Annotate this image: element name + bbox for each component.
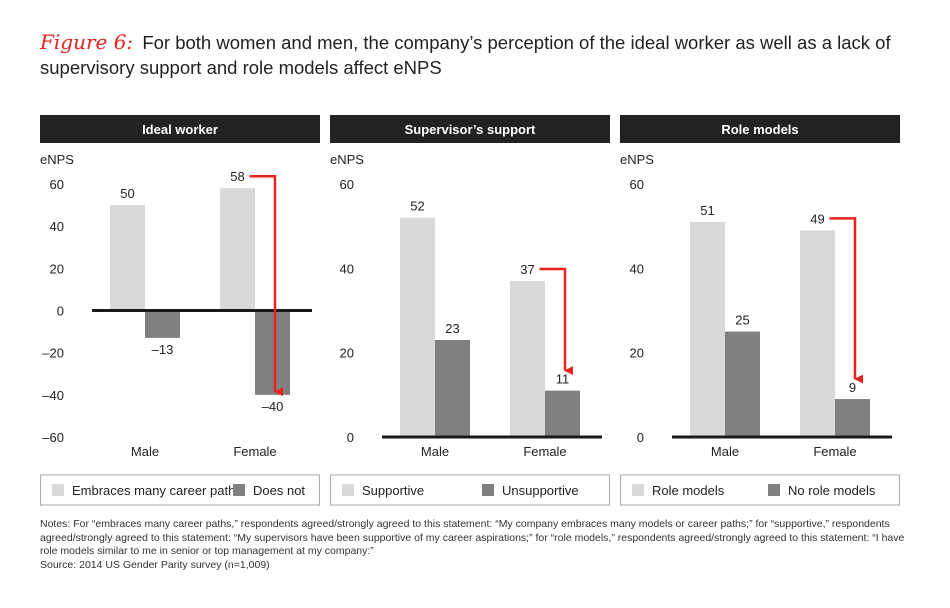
charts-canvas: Ideal worker eNPS 60 40 20 0 –20 –40 –60 50 –13 Mal… (40, 115, 900, 506)
x-category-label: Female (233, 444, 276, 459)
legend-swatch-unsupportive (482, 484, 494, 496)
drop-arrow (539, 267, 574, 376)
x-category-label: Male (421, 444, 449, 459)
legend-swatch-supportive (342, 484, 354, 496)
legend-label: Embraces many career paths (72, 483, 242, 498)
legend: Role models No role models (620, 474, 900, 506)
y-tick-label: 40 (630, 261, 644, 276)
legend-label: Role models (652, 483, 725, 498)
y-axis-label: eNPS (620, 152, 654, 167)
panel-title: Ideal worker (142, 122, 218, 137)
bar-female-embraces-many-career-paths (220, 188, 255, 311)
panel-header-bg (330, 115, 610, 143)
data-label: 49 (810, 211, 824, 226)
figure-title: Figure 6: For both women and men, the co… (40, 30, 920, 80)
legend-label: Unsupportive (502, 483, 579, 498)
source-text: Source: 2014 US Gender Parity survey (n=… (40, 558, 270, 571)
y-axis-label: eNPS (40, 152, 74, 167)
y-tick-label: 20 (340, 346, 354, 361)
y-tick-label: 60 (50, 177, 64, 192)
data-label: 58 (230, 169, 244, 184)
y-tick-label: –60 (42, 430, 64, 445)
data-label: 23 (445, 321, 459, 336)
bar-female-unsupportive (545, 390, 580, 437)
data-label: 50 (120, 186, 134, 201)
y-tick-label: 20 (630, 346, 644, 361)
x-category-label: Male (131, 444, 159, 459)
bar-male-embraces-many-career-paths (110, 205, 145, 311)
drop-arrow (829, 217, 864, 384)
y-tick-label: –40 (42, 388, 64, 403)
legend-swatch-role-models (632, 484, 644, 496)
x-category-label: Female (813, 444, 856, 459)
panel-title: Supervisor’s support (405, 122, 536, 137)
legend: Supportive Unsupportive (330, 474, 610, 506)
notes: Notes: For “embraces many career paths,”… (40, 518, 910, 572)
legend: Embraces many career paths Does not (40, 474, 320, 506)
y-tick-label: 0 (57, 304, 64, 319)
y-tick-label: 60 (340, 177, 354, 192)
chart-panel-ideal-worker: Ideal worker eNPS 60 40 20 0 –20 –40 –60 50 –13 Mal… (40, 115, 320, 506)
panel-title: Role models (721, 122, 798, 137)
y-tick-label: 60 (630, 177, 644, 192)
y-axis-label: eNPS (330, 152, 364, 167)
notes-text: Notes: For “embraces many career paths,”… (40, 518, 905, 557)
data-label: 37 (520, 262, 534, 277)
x-category-label: Female (523, 444, 566, 459)
legend-label: Supportive (362, 483, 424, 498)
figure-label: Figure 6: (40, 30, 134, 54)
data-label: –40 (262, 399, 284, 414)
bar-female-supportive (510, 280, 545, 437)
bar-female-no-role-models (835, 399, 870, 437)
y-tick-label: 40 (50, 219, 64, 234)
data-label: –13 (152, 342, 174, 357)
data-label: 9 (849, 380, 856, 395)
data-label: 11 (556, 372, 570, 387)
legend-label: No role models (788, 483, 876, 498)
panel-header-bg (40, 115, 320, 143)
panel-header-bg (620, 115, 900, 143)
y-tick-label: 0 (347, 430, 354, 445)
bar-male-does-not (145, 310, 180, 338)
legend-box (620, 474, 900, 506)
data-label: 52 (410, 199, 424, 214)
data-label: 51 (700, 203, 714, 218)
y-tick-label: 0 (637, 430, 644, 445)
legend-box (330, 474, 610, 506)
chart-panel-role-models: Role models eNPS 60 40 20 0 51 25 Male 49 9 Female R… (620, 115, 900, 506)
legend-swatch-no-role-models (768, 484, 780, 496)
y-tick-label: 40 (340, 261, 354, 276)
legend-swatch-embraces-many-career-paths (52, 484, 64, 496)
drop-arrow (249, 174, 284, 397)
bar-male-unsupportive (435, 340, 470, 437)
legend-box (40, 474, 320, 506)
legend-swatch-does-not (233, 484, 245, 496)
chart-panel-supervisors-support: Supervisor’s support eNPS 60 40 20 0 52 23 Male 3… (330, 115, 610, 506)
y-tick-label: –20 (42, 346, 64, 361)
y-tick-label: 20 (50, 261, 64, 276)
bar-male-supportive (400, 217, 435, 437)
x-category-label: Male (711, 444, 739, 459)
bar-female-does-not (255, 310, 290, 395)
data-label: 25 (735, 313, 749, 328)
bar-female-role-models (800, 230, 835, 437)
bar-male-role-models (690, 221, 725, 437)
bar-male-no-role-models (725, 331, 760, 437)
legend-label: Does not (253, 483, 305, 498)
figure-title-text: For both women and men, the company’s pe… (40, 32, 891, 78)
